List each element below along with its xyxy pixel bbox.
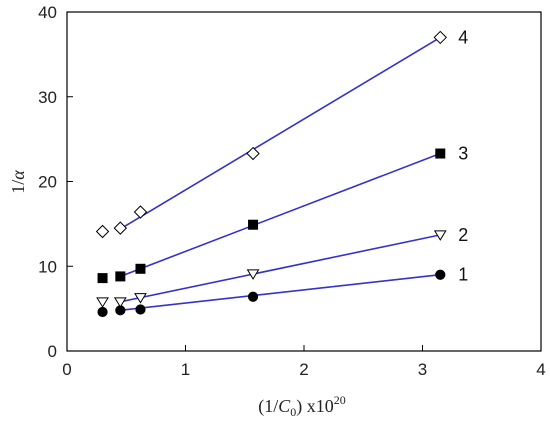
- plot-frame: [66, 11, 542, 352]
- marker-diamond: [246, 146, 260, 161]
- series-label-2: 2: [458, 225, 468, 245]
- x-tick-label: 3: [418, 360, 427, 379]
- y-tick-label: 20: [38, 173, 57, 192]
- marker-diamond: [433, 30, 447, 45]
- x-tick-label: 4: [536, 360, 545, 379]
- series-label-3: 3: [458, 144, 468, 164]
- y-tick-label: 0: [48, 342, 57, 361]
- x-tick-label: 2: [299, 360, 308, 379]
- marker-triangle: [113, 297, 127, 308]
- marker-circle: [135, 304, 146, 315]
- marker-square: [97, 273, 108, 284]
- marker-circle: [97, 306, 108, 318]
- marker-triangle: [134, 293, 147, 304]
- x-tick-label: 0: [62, 360, 71, 379]
- marker-triangle: [433, 230, 447, 241]
- x-tick-label: 1: [181, 360, 190, 379]
- marker-diamond: [95, 224, 110, 239]
- fit-line-2: [120, 234, 441, 303]
- marker-triangle: [246, 269, 260, 280]
- data-markers: [95, 30, 447, 318]
- series-label-4: 4: [458, 27, 468, 47]
- marker-diamond: [113, 221, 128, 235]
- marker-square: [248, 219, 259, 230]
- series-labels: 1 2 3 4: [458, 27, 468, 284]
- y-tick-label: 30: [38, 88, 57, 107]
- series-label-1: 1: [458, 265, 468, 285]
- y-axis-title: 1/α: [8, 170, 28, 194]
- marker-circle: [435, 269, 446, 280]
- marker-square: [135, 263, 146, 274]
- marker-triangle: [96, 297, 109, 308]
- y-tick-label: 40: [38, 3, 57, 22]
- fit-line-4: [119, 36, 441, 230]
- marker-diamond: [133, 205, 148, 219]
- x-axis-title: (1/C0) x1020: [258, 393, 346, 419]
- fit-lines: [119, 36, 441, 312]
- marker-circle: [247, 291, 259, 302]
- marker-square: [115, 271, 126, 282]
- marker-square: [435, 148, 446, 159]
- fit-line-3: [120, 152, 441, 278]
- y-tick-label: 10: [38, 257, 57, 276]
- fit-line-1: [120, 273, 441, 312]
